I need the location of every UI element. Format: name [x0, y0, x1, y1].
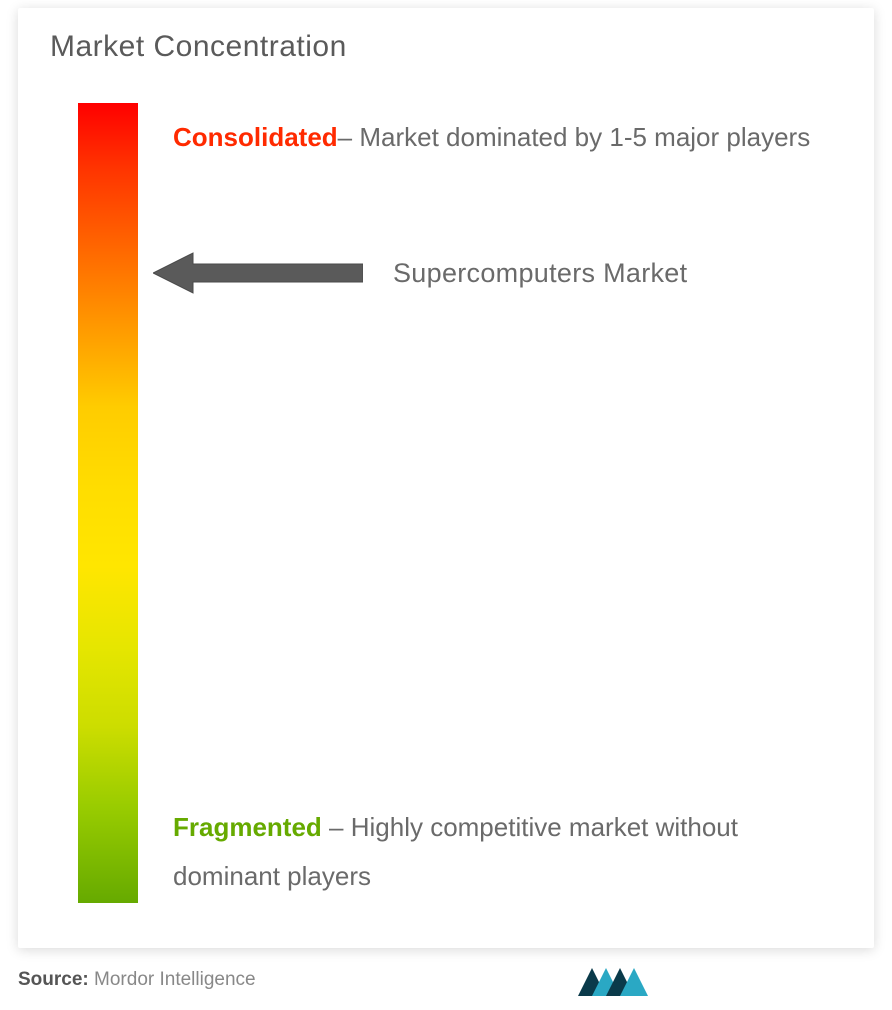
consolidated-label: Consolidated– Market dominated by 1-5 ma…	[173, 113, 834, 162]
source-attribution: Source: Mordor Intelligence	[18, 969, 256, 991]
fragmented-label: Fragmented – Highly competitive market w…	[173, 803, 834, 902]
market-name-label: Supercomputers Market	[393, 258, 687, 289]
consolidated-bold: Consolidated	[173, 122, 338, 152]
source-label: Source:	[18, 969, 89, 990]
infographic-card: Market Concentration Consolidated– Marke…	[18, 8, 874, 948]
mordor-logo-icon	[574, 960, 654, 1000]
footer: Source: Mordor Intelligence	[18, 960, 874, 1000]
chart-title: Market Concentration	[50, 30, 347, 64]
concentration-gradient-bar	[78, 103, 138, 903]
fragmented-bold: Fragmented	[173, 812, 322, 842]
arrow-left-icon	[153, 248, 363, 298]
market-pointer: Supercomputers Market	[153, 248, 687, 298]
consolidated-desc: – Market dominated by 1-5 major players	[338, 122, 811, 152]
source-value: Mordor Intelligence	[89, 969, 256, 990]
